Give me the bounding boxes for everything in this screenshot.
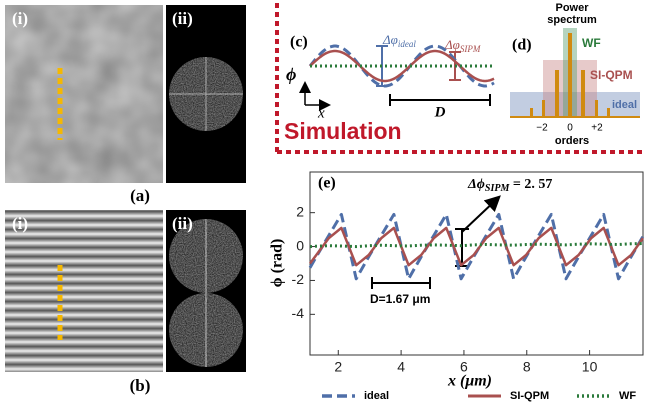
- sub-label: (i): [12, 214, 28, 233]
- symbol: Δϕ: [467, 177, 485, 192]
- subscript: SIPM: [460, 44, 481, 54]
- delta-sipm: ΔφSIPM: [444, 37, 481, 54]
- subscript: ideal: [398, 39, 416, 49]
- title: spectrum: [547, 14, 597, 26]
- y-tick-label: -2: [292, 271, 305, 287]
- y-tick-label: 2: [296, 203, 304, 219]
- x-tick-label: 10: [582, 359, 598, 375]
- x-axis-label: x (μm): [447, 373, 492, 390]
- y-axis-label: ϕ (rad): [269, 239, 286, 288]
- symbol: Δφ: [444, 37, 460, 52]
- delta-ideal: Δφideal: [382, 32, 416, 49]
- sub-label: (i): [12, 9, 28, 28]
- legend-label: SI-QPM: [510, 390, 549, 402]
- subscript: SIPM: [485, 183, 511, 194]
- title: Power: [555, 2, 589, 14]
- simulation-frame: Simulation: [275, 3, 645, 154]
- axis-label: orders: [555, 135, 589, 147]
- period-label: D: [434, 104, 446, 120]
- series-line: [309, 242, 644, 249]
- siqpm-label: SI-QPM: [590, 68, 633, 82]
- symbol: Δφ: [382, 32, 398, 47]
- legend-label: ideal: [364, 390, 389, 402]
- legend-label: WF: [619, 390, 636, 402]
- panel-label: (a): [130, 186, 150, 205]
- series-line: [308, 226, 645, 267]
- x-tick-label: 6: [460, 359, 468, 375]
- image-b: (i) (ii) (b): [5, 210, 246, 395]
- ideal-label: ideal: [612, 99, 637, 111]
- value: = 2. 57: [509, 177, 552, 192]
- x-tick-label: 8: [523, 359, 531, 375]
- sub-label: (ii): [172, 9, 193, 28]
- wave-sipm: [309, 49, 495, 83]
- image-a: (i) (ii) (a): [5, 5, 246, 205]
- chart-e: 2 4 6 8 10 -4 -2 0 2 ideal SI-QPM WF: [292, 171, 645, 402]
- panel-d: Power spectrum (d) WF SI-QPM ideal −2 0 …: [510, 2, 640, 147]
- panel-label: (e): [318, 175, 336, 192]
- order-tick: 0: [567, 123, 573, 134]
- series-line: [308, 212, 645, 281]
- wf-label: WF: [582, 36, 601, 50]
- axis-symbol: x: [317, 105, 325, 121]
- panel-c: (c) ϕ x Δφideal ΔφSIPM D: [286, 32, 495, 121]
- order-tick: +2: [591, 123, 603, 134]
- sub-label: (ii): [172, 214, 193, 233]
- axis-symbol: ϕ: [286, 64, 296, 84]
- panel-label: (b): [130, 376, 151, 395]
- panel-label: (d): [512, 37, 532, 54]
- y-tick-label: -4: [292, 305, 305, 321]
- panel-label: (c): [290, 34, 308, 51]
- y-tick-label: 0: [296, 237, 304, 253]
- x-tick-label: 2: [334, 359, 342, 375]
- simulation-label: Simulation: [284, 118, 402, 144]
- x-tick-label: 4: [397, 359, 405, 375]
- annotation-delta: ΔϕSIPM = 2. 57: [467, 177, 552, 194]
- order-tick: −2: [536, 123, 548, 134]
- annotation-period: D=1.67 μm: [370, 292, 430, 306]
